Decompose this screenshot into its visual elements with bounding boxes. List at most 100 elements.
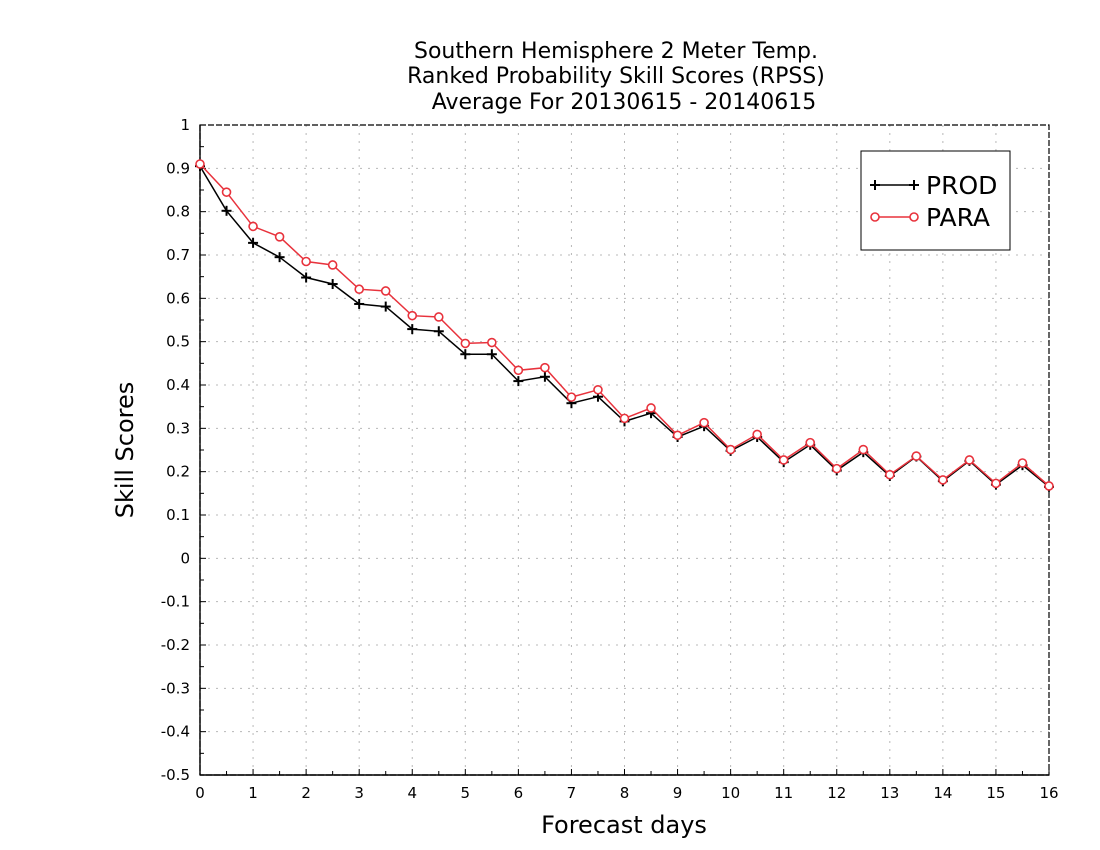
y-tick-label: -0.2: [161, 636, 190, 654]
para-point: [407, 310, 418, 321]
para-point: [566, 392, 577, 402]
y-tick-label: 0: [180, 549, 190, 567]
prod-point: [274, 252, 285, 263]
legend-item-prod: PROD: [870, 171, 997, 200]
legend-label-para: PARA: [926, 203, 990, 232]
para-point: [593, 384, 603, 395]
legend-box: [860, 150, 1011, 251]
para-point: [725, 444, 736, 455]
x-tick-label: 7: [567, 784, 577, 802]
y-tick-label: -0.3: [161, 679, 190, 697]
chart-title-line-3: Average For 20130615 - 20140615: [432, 90, 817, 115]
x-tick-label: 15: [986, 784, 1005, 802]
x-tick-label: 16: [1039, 784, 1058, 802]
para-point: [911, 451, 922, 461]
para-point: [938, 475, 948, 485]
prod-point: [513, 376, 524, 387]
prod-point: [301, 272, 312, 283]
y-tick-label: 0.6: [166, 289, 190, 307]
x-axis-tick-labels: 0 1 2 3 4 5 6 7 8 9 10 11 12 13 14 15 16: [195, 784, 1058, 802]
para-point: [433, 312, 444, 322]
para-point: [327, 260, 338, 270]
para-point: [646, 403, 656, 413]
y-tick-label: 0.5: [166, 333, 190, 351]
para-point: [248, 221, 258, 232]
legend-marker: [909, 180, 919, 190]
para-point: [195, 159, 205, 169]
para-point: [354, 284, 364, 295]
legend-marker: [870, 212, 880, 222]
y-tick-label: 0.2: [166, 463, 190, 481]
para-point: [885, 469, 895, 480]
para-point: [991, 478, 1001, 489]
x-tick-label: 3: [354, 784, 364, 802]
prod-point: [539, 371, 550, 382]
prod-point: [407, 324, 418, 335]
para-point: [1017, 458, 1028, 468]
x-tick-label: 8: [620, 784, 630, 802]
prod-point: [380, 301, 391, 312]
legend-marker: [870, 180, 880, 190]
y-tick-label: 0.7: [166, 246, 190, 264]
prod-point: [327, 279, 338, 290]
chart-title-line-2: Ranked Probability Skill Scores (RPSS): [407, 64, 825, 89]
para-point: [540, 362, 550, 373]
y-tick-label: -0.4: [161, 723, 190, 741]
x-tick-label: 2: [301, 784, 311, 802]
para-point: [964, 455, 975, 465]
legend-item-para: PARA: [870, 203, 990, 232]
para-point: [274, 232, 285, 242]
para-point: [221, 187, 232, 197]
para-point: [831, 463, 842, 474]
x-tick-label: 14: [933, 784, 952, 802]
prod-point: [486, 349, 497, 360]
x-tick-label: 6: [514, 784, 524, 802]
y-tick-label: 0.8: [166, 203, 190, 221]
x-axis-label: Forecast days: [541, 811, 707, 839]
para-point: [778, 455, 789, 465]
x-tick-label: 12: [827, 784, 846, 802]
para-point: [672, 430, 683, 441]
y-tick-label: 0.4: [166, 376, 190, 394]
y-tick-label: 0.9: [166, 159, 190, 177]
x-tick-label: 1: [248, 784, 258, 802]
y-tick-label: -0.5: [161, 766, 190, 784]
para-point: [619, 413, 630, 424]
para-point: [805, 437, 816, 448]
para-point: [699, 417, 709, 428]
x-tick-label: 5: [461, 784, 471, 802]
legend-label-prod: PROD: [926, 171, 997, 200]
x-tick-label: 9: [673, 784, 683, 802]
para-point: [301, 256, 311, 267]
para-point: [513, 365, 524, 376]
axes: [199, 124, 1050, 776]
data-series: [195, 159, 1054, 492]
prod-point: [221, 205, 232, 216]
para-point: [1044, 481, 1054, 491]
x-tick-label: 4: [407, 784, 417, 802]
y-axis-label: Skill Scores: [111, 382, 139, 519]
prod-point: [460, 349, 471, 360]
y-tick-label: 1: [180, 116, 190, 134]
para-point: [380, 286, 391, 296]
y-tick-label: -0.1: [161, 593, 190, 611]
x-tick-label: 10: [721, 784, 740, 802]
para-point: [752, 429, 762, 440]
para-point: [858, 444, 869, 455]
series-para: [195, 159, 1054, 491]
x-tick-label: 0: [195, 784, 205, 802]
x-tick-label: 13: [880, 784, 899, 802]
chart-title: Southern Hemisphere 2 Meter Temp. Ranked…: [407, 39, 825, 115]
grid-lines: [200, 125, 1049, 775]
prod-point: [248, 237, 259, 248]
prod-point: [354, 298, 365, 309]
para-point: [487, 337, 497, 348]
legend-marker: [909, 212, 919, 222]
y-axis-tick-labels: -0.5 -0.4 -0.3 -0.2 -0.1 0 0.1 0.2 0.3 0.4 0.5 0.6 0…: [161, 116, 190, 784]
x-tick-label: 11: [774, 784, 793, 802]
para-point: [460, 338, 471, 349]
prod-point: [433, 326, 444, 337]
y-tick-label: 0.3: [166, 419, 190, 437]
chart-title-line-1: Southern Hemisphere 2 Meter Temp.: [414, 39, 818, 64]
legend: PROD PARA: [860, 150, 1011, 251]
